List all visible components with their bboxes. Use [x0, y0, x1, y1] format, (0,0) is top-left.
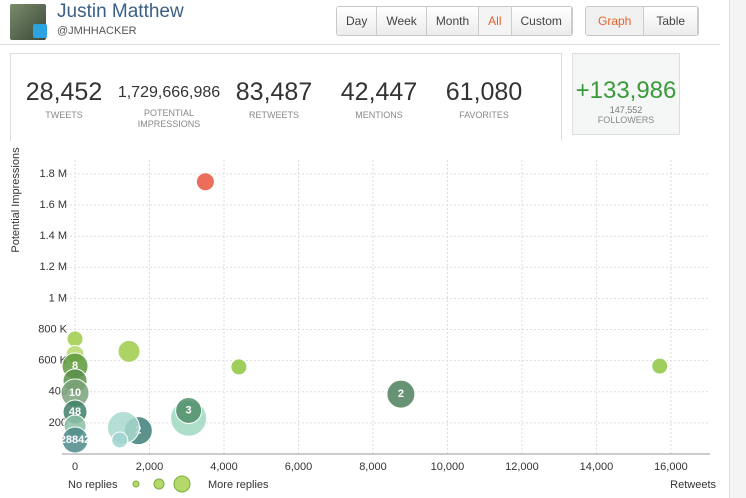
range-buttons: Day Week Month All Custom	[336, 6, 573, 36]
stat-value: 28,452	[25, 78, 103, 106]
y-tick-label: 800 K	[38, 323, 67, 335]
legend-dot	[132, 480, 140, 488]
bubble	[175, 396, 203, 424]
stat-label: MENTIONS	[355, 110, 403, 120]
y-tick-label: 1.6 M	[39, 199, 67, 211]
bubble-label: 2	[398, 388, 404, 400]
bubble-label: 48	[69, 406, 81, 418]
bubble	[61, 426, 89, 454]
chart: Potential Impressions Retweets 200400600…	[10, 147, 716, 493]
stat: 61,080 FAVORITES	[429, 78, 539, 121]
legend-label: No replies	[68, 479, 118, 491]
stat-label: POTENTIAL IMPRESSIONS	[137, 108, 201, 129]
range-button[interactable]: Week	[377, 7, 427, 35]
stat: 28,452 TWEETS	[9, 78, 119, 121]
bubble-label: 8	[72, 360, 78, 372]
y-tick-label: 1.8 M	[39, 168, 67, 180]
view-button[interactable]: Graph	[586, 7, 645, 35]
legend-dot	[173, 475, 191, 493]
stat-value: 42,447	[340, 78, 418, 106]
sidebar	[729, 0, 746, 498]
divider	[0, 44, 720, 45]
x-tick-label: 4,000	[210, 461, 238, 473]
range-button[interactable]: Day	[337, 7, 378, 35]
range-button[interactable]: Month	[426, 7, 480, 35]
stat-label: TWEETS	[45, 110, 83, 120]
stat-label: FAVORITES	[459, 110, 509, 120]
y-axis-label: Potential Impressions	[10, 147, 22, 253]
bubble	[195, 172, 215, 192]
stat: 83,487 RETWEETS	[219, 78, 329, 121]
bubble	[66, 330, 84, 348]
bubble-label: 28842	[60, 434, 91, 446]
x-tick-label: 12,000	[505, 461, 539, 473]
stat: 1,729,666,986 POTENTIAL IMPRESSIONS	[114, 78, 224, 130]
stat-value: 1,729,666,986	[117, 84, 221, 101]
twitter-badge	[33, 24, 47, 38]
x-tick-label: 0	[72, 461, 78, 473]
range-button[interactable]: Custom	[511, 7, 572, 35]
view-button[interactable]: Table	[644, 7, 699, 35]
bubble	[386, 379, 416, 409]
stat-label: RETWEETS	[248, 110, 299, 120]
followers-change: +133,986	[575, 77, 677, 104]
name: Justin Matthew	[57, 1, 184, 22]
followers-label: FOLLOWERS	[597, 115, 655, 125]
bubble	[111, 431, 129, 449]
stat-value: 83,487	[235, 78, 313, 106]
x-tick-label: 10,000	[431, 461, 465, 473]
x-tick-label: 16,000	[654, 461, 688, 473]
legend-label: More replies	[208, 479, 269, 491]
x-tick-label: 2,000	[136, 461, 164, 473]
y-tick-label: 1.2 M	[39, 261, 67, 273]
bubble	[117, 339, 141, 363]
bubble	[230, 358, 248, 376]
followers-box: +133,986 147,552 FOLLOWERS	[572, 53, 680, 135]
x-tick-label: 14,000	[580, 461, 614, 473]
stat-value: 61,080	[445, 78, 523, 106]
followers-total: 147,552	[609, 105, 643, 115]
y-tick-label: 1.4 M	[39, 230, 67, 242]
bubble-label: 10	[69, 387, 81, 399]
y-tick-label: 600 K	[38, 355, 67, 367]
handle: @JMHHACKER	[57, 25, 137, 37]
stat: 42,447 MENTIONS	[324, 78, 434, 121]
range-button[interactable]: All	[479, 7, 512, 35]
y-tick-label: 200	[49, 417, 67, 429]
x-tick-label: 6,000	[285, 461, 313, 473]
stats-panel: 28,452 TWEETS 1,729,666,986 POTENTIAL IMPRE…	[10, 53, 562, 141]
y-tick-label: 1 M	[49, 292, 67, 304]
bubble	[651, 357, 669, 375]
legend-dot	[153, 478, 165, 490]
bubble-label: 3	[186, 404, 192, 416]
x-tick-label: 8,000	[359, 461, 387, 473]
view-buttons: Graph Table	[585, 6, 700, 36]
x-axis-label: Retweets	[670, 479, 716, 491]
